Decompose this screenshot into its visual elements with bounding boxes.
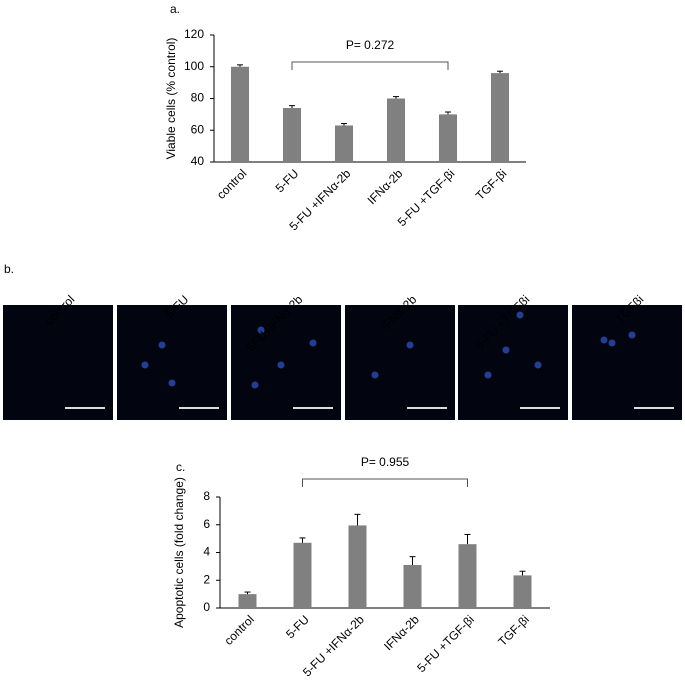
nucleus: [534, 361, 542, 369]
y-tick-label: 60: [191, 122, 205, 136]
y-tick-label: 40: [191, 154, 205, 168]
panel-label: a.: [170, 2, 180, 16]
bar: [403, 564, 422, 608]
bar: [231, 66, 249, 162]
bar: [491, 73, 509, 162]
x-tick-label: 5-FU: [283, 612, 312, 641]
significance-bracket: [302, 478, 468, 487]
x-tick-label: control: [221, 612, 256, 647]
nucleus: [309, 339, 317, 347]
bar: [387, 98, 405, 162]
y-tick-label: 100: [184, 59, 204, 73]
nucleus: [141, 361, 149, 369]
bar: [293, 542, 312, 608]
nucleus: [484, 371, 492, 379]
micrograph: [117, 305, 227, 420]
y-axis-label: Viable cells (% control): [164, 38, 178, 160]
x-tick-label: TGF-βi: [473, 166, 509, 202]
y-axis-label: Apoptotic cells (fold change): [172, 477, 186, 628]
y-tick-label: 0: [203, 600, 210, 614]
nucleus: [516, 311, 524, 319]
x-tick-label: 5-FU +TGF-βi: [414, 612, 477, 675]
nucleus: [168, 379, 176, 387]
bar: [458, 544, 477, 608]
nucleus: [406, 341, 414, 349]
micrograph: [3, 305, 113, 420]
bar: [439, 114, 457, 162]
bar: [513, 575, 532, 608]
nucleus: [251, 381, 259, 389]
nucleus: [257, 326, 265, 334]
p-value: P= 0.955: [361, 455, 410, 469]
nucleus: [277, 361, 285, 369]
panel-label: c.: [176, 460, 185, 474]
nucleus: [502, 346, 510, 354]
nucleus: [158, 341, 166, 349]
bar: [348, 525, 367, 608]
panel-label: b.: [4, 262, 14, 276]
x-tick-label: IFNα-2b: [381, 612, 422, 653]
y-tick-label: 6: [203, 517, 210, 531]
x-tick-label: 5-FU: [273, 166, 302, 195]
x-tick-label: TGF-βi: [495, 612, 531, 648]
bar: [283, 108, 301, 162]
micrograph: [345, 305, 455, 420]
nucleus: [628, 331, 636, 339]
x-tick-label: IFNα-2b: [365, 166, 406, 207]
p-value: P= 0.272: [346, 38, 395, 52]
micrograph: [572, 305, 682, 420]
x-tick-label: control: [214, 166, 249, 201]
bar: [238, 594, 257, 608]
nucleus: [600, 336, 608, 344]
y-tick-label: 120: [184, 27, 204, 41]
nucleus: [608, 339, 616, 347]
y-tick-label: 4: [203, 545, 210, 559]
significance-bracket: [291, 61, 449, 70]
bar: [335, 125, 353, 162]
y-tick-label: 80: [191, 91, 205, 105]
micrograph: [458, 305, 568, 420]
micrograph: [231, 305, 341, 420]
y-tick-label: 8: [203, 489, 210, 503]
nucleus: [371, 371, 379, 379]
y-tick-label: 2: [203, 572, 210, 586]
